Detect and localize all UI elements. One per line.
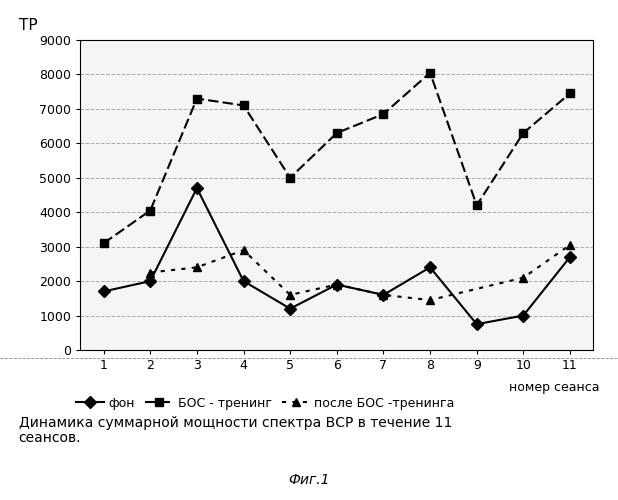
Text: сеансов.: сеансов. bbox=[19, 430, 81, 444]
Text: Фиг.1: Фиг.1 bbox=[288, 473, 330, 487]
Legend: фон, БОС - тренинг, после БОС -тренинга: фон, БОС - тренинг, после БОС -тренинга bbox=[77, 396, 455, 409]
Text: номер сеанса: номер сеанса bbox=[509, 381, 599, 394]
Text: Динамика суммарной мощности спектра ВСР в течение 11: Динамика суммарной мощности спектра ВСР … bbox=[19, 416, 452, 430]
Text: ТР: ТР bbox=[19, 18, 37, 32]
